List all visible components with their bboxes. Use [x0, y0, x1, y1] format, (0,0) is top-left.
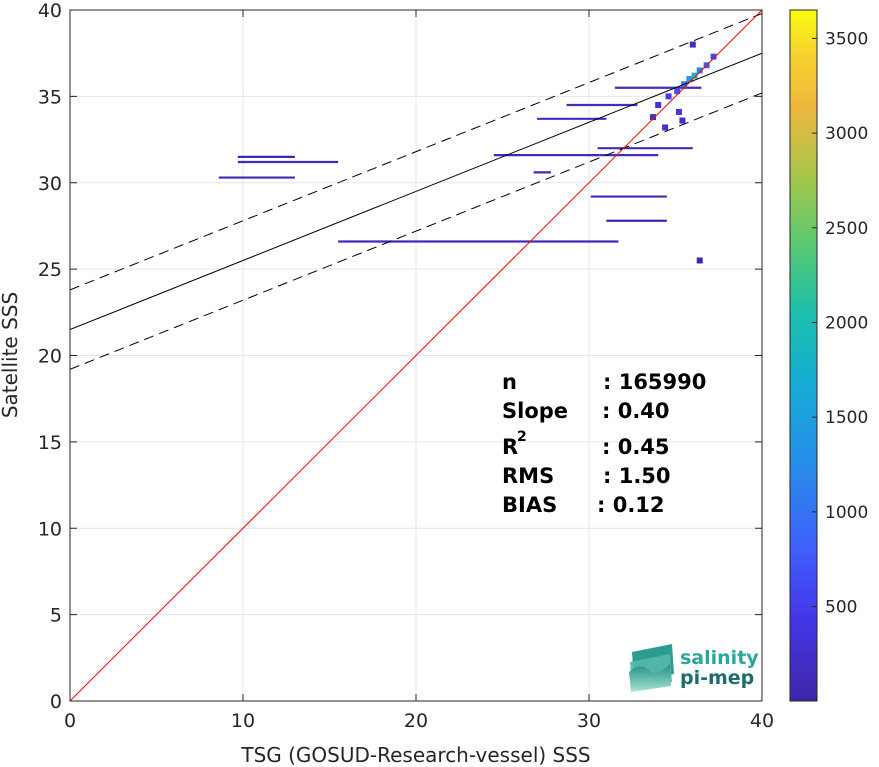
logo-text-salinity: salinity	[680, 647, 759, 669]
x-tick-label: 10	[231, 710, 255, 732]
x-tick-label: 40	[750, 710, 774, 732]
stat-rms-label: RMS	[502, 464, 554, 488]
x-tick-label: 30	[577, 710, 601, 732]
stat-r2-label: R	[502, 435, 518, 459]
pi-mep-logo: salinity pi-mep	[629, 644, 759, 692]
y-tick-label: 5	[50, 605, 62, 627]
logo-wave-icon	[629, 644, 674, 692]
y-tick-label: 25	[38, 259, 62, 281]
colorbar-tick-label: 2000	[825, 313, 868, 333]
stat-bias-label: BIAS	[502, 493, 557, 517]
y-tick-label: 10	[38, 518, 62, 540]
density-marks	[218, 41, 717, 264]
colorbar	[790, 10, 817, 701]
colorbar-tick-label: 3500	[825, 29, 868, 49]
y-tick-label: 30	[38, 173, 62, 195]
colorbar-frame	[789, 9, 818, 702]
upper-band-line	[70, 12, 762, 291]
x-tick-label: 0	[64, 710, 76, 732]
axis-ticks: 0 10 20 30 40 0 5 10 15 20 25 30 35 40	[38, 0, 774, 732]
regression-fit-line	[70, 52, 762, 331]
stat-slope-value: : 0.40	[602, 399, 670, 423]
density-point	[655, 102, 662, 109]
density-point	[689, 41, 696, 48]
density-point	[710, 53, 717, 60]
stat-n-label: n	[502, 370, 517, 394]
stat-r2-superscript: 2	[517, 429, 527, 445]
colorbar-tick-label: 2500	[825, 219, 868, 239]
colorbar-tick-label: 1000	[825, 503, 868, 523]
density-point	[662, 124, 669, 131]
colorbar-tick-label: 3000	[825, 124, 868, 144]
stat-n-value: : 165990	[603, 370, 706, 394]
lower-band-line	[70, 92, 762, 370]
density-point	[691, 72, 698, 79]
logo-text-pi-mep: pi-mep	[680, 667, 754, 689]
density-point	[650, 114, 657, 121]
density-point	[686, 76, 693, 83]
colorbar-ticks: 500 1000 1500 2000 2500 3000 3500	[812, 29, 868, 618]
stats-box: n : 165990 Slope : 0.40 R 2 : 0.45 RMS :…	[502, 370, 706, 517]
density-point	[679, 117, 686, 124]
density-point	[674, 88, 681, 95]
stat-r2-value: : 0.45	[602, 435, 670, 459]
y-tick-label: 35	[38, 86, 62, 108]
stat-rms-value: : 1.50	[603, 464, 671, 488]
y-tick-label: 0	[50, 691, 62, 713]
stat-bias-value: : 0.12	[597, 493, 665, 517]
density-point	[696, 67, 703, 74]
density-point	[696, 257, 703, 264]
x-tick-label: 20	[404, 710, 428, 732]
y-axis-label: Satellite SSS	[0, 292, 22, 418]
x-axis-label: TSG (GOSUD-Research-vessel) SSS	[240, 743, 590, 767]
identity-line	[70, 10, 762, 701]
stat-slope-label: Slope	[502, 399, 568, 423]
colorbar-tick-label: 1500	[825, 408, 868, 428]
density-point	[665, 93, 672, 100]
reference-lines	[70, 10, 762, 701]
y-tick-label: 40	[38, 0, 62, 22]
y-tick-label: 20	[38, 346, 62, 368]
colorbar-tick-label: 500	[825, 598, 857, 618]
density-point	[675, 108, 682, 115]
y-tick-label: 15	[38, 432, 62, 454]
